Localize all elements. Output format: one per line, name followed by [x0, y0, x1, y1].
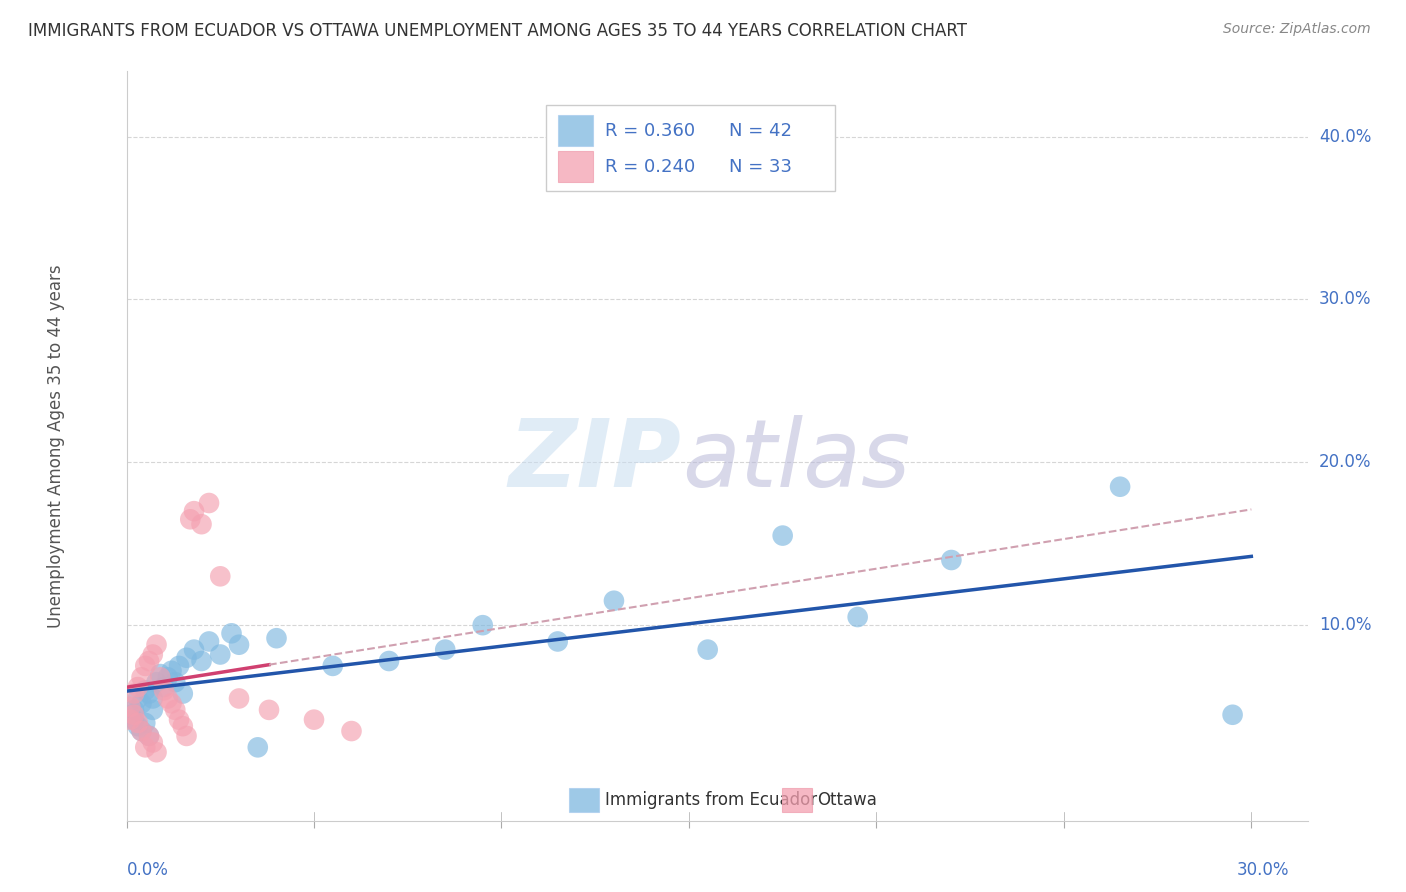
Point	[340, 724, 363, 739]
Text: atlas: atlas	[682, 416, 910, 507]
Point	[127, 691, 149, 706]
Point	[138, 654, 160, 668]
Point	[131, 724, 153, 739]
Text: Unemployment Among Ages 35 to 44 years: Unemployment Among Ages 35 to 44 years	[46, 264, 65, 628]
Point	[145, 675, 167, 690]
Text: N = 33: N = 33	[728, 158, 792, 176]
Point	[1109, 480, 1132, 494]
Point	[190, 517, 212, 532]
Text: 0.0%: 0.0%	[127, 862, 169, 880]
Point	[172, 719, 194, 733]
Point	[120, 713, 142, 727]
Point	[122, 707, 145, 722]
Point	[176, 650, 198, 665]
Point	[145, 638, 167, 652]
Point	[228, 638, 250, 652]
Point	[153, 680, 176, 694]
Point	[156, 670, 179, 684]
Text: 20.0%: 20.0%	[1319, 453, 1371, 471]
Point	[228, 691, 250, 706]
Point	[167, 713, 190, 727]
Point	[134, 659, 156, 673]
Point	[153, 683, 176, 698]
Point	[302, 713, 325, 727]
Point	[142, 648, 165, 662]
Point	[149, 670, 172, 684]
Point	[183, 642, 205, 657]
Text: ZIP: ZIP	[509, 415, 682, 507]
Point	[322, 659, 344, 673]
Point	[134, 740, 156, 755]
Point	[471, 618, 494, 632]
Point	[167, 659, 190, 673]
Point	[138, 729, 160, 743]
Point	[246, 740, 269, 755]
Point	[198, 634, 221, 648]
Point	[131, 697, 153, 711]
Point	[198, 496, 221, 510]
Point	[547, 634, 569, 648]
Text: 30.0%: 30.0%	[1319, 291, 1371, 309]
Point	[266, 631, 288, 645]
Point	[434, 642, 457, 657]
Point	[221, 626, 243, 640]
Point	[127, 680, 149, 694]
FancyBboxPatch shape	[558, 115, 593, 146]
Point	[149, 667, 172, 681]
Point	[209, 569, 232, 583]
Point	[696, 642, 718, 657]
Point	[142, 703, 165, 717]
Point	[176, 729, 198, 743]
Point	[134, 715, 156, 730]
Point	[138, 729, 160, 743]
Point	[131, 724, 153, 739]
Text: 40.0%: 40.0%	[1319, 128, 1371, 145]
Point	[179, 512, 201, 526]
Point	[145, 745, 167, 759]
Text: R = 0.360: R = 0.360	[605, 121, 695, 139]
Point	[127, 715, 149, 730]
Point	[1222, 707, 1244, 722]
Point	[165, 703, 187, 717]
Point	[846, 610, 869, 624]
Point	[131, 670, 153, 684]
Point	[122, 713, 145, 727]
Point	[127, 719, 149, 733]
Point	[603, 593, 626, 607]
Text: Source: ZipAtlas.com: Source: ZipAtlas.com	[1223, 22, 1371, 37]
Text: Ottawa: Ottawa	[817, 790, 877, 809]
Point	[772, 528, 794, 542]
FancyBboxPatch shape	[782, 788, 811, 812]
Point	[183, 504, 205, 518]
Point	[142, 691, 165, 706]
Point	[941, 553, 963, 567]
Point	[156, 691, 179, 706]
Point	[257, 703, 280, 717]
Point	[120, 699, 142, 714]
Point	[160, 697, 183, 711]
Point	[160, 664, 183, 678]
Point	[120, 707, 142, 722]
Text: IMMIGRANTS FROM ECUADOR VS OTTAWA UNEMPLOYMENT AMONG AGES 35 TO 44 YEARS CORRELA: IMMIGRANTS FROM ECUADOR VS OTTAWA UNEMPL…	[28, 22, 967, 40]
FancyBboxPatch shape	[546, 105, 835, 191]
Text: Immigrants from Ecuador: Immigrants from Ecuador	[605, 790, 817, 809]
Point	[190, 654, 212, 668]
Point	[378, 654, 401, 668]
Text: N = 42: N = 42	[728, 121, 792, 139]
FancyBboxPatch shape	[558, 151, 593, 182]
Point	[122, 687, 145, 701]
Point	[122, 703, 145, 717]
Point	[142, 735, 165, 749]
Text: 10.0%: 10.0%	[1319, 616, 1371, 634]
Text: R = 0.240: R = 0.240	[605, 158, 695, 176]
FancyBboxPatch shape	[569, 788, 599, 812]
Point	[138, 687, 160, 701]
Text: 30.0%: 30.0%	[1236, 862, 1289, 880]
Point	[165, 675, 187, 690]
Point	[172, 687, 194, 701]
Point	[209, 648, 232, 662]
Point	[134, 683, 156, 698]
